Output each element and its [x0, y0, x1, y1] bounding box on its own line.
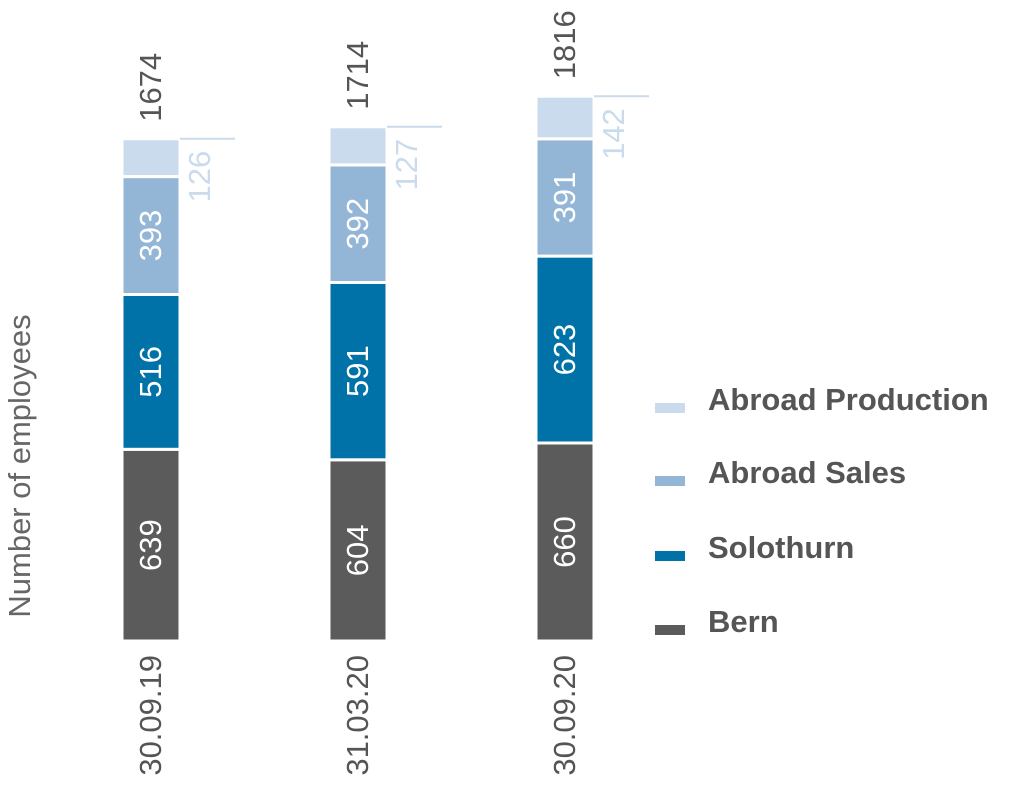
bar-segment [327, 163, 389, 284]
segment-label: 126 [182, 151, 217, 203]
bar-segment [534, 441, 596, 643]
bar-segment [534, 254, 596, 445]
total-label: 1674 [133, 53, 168, 122]
bar-segment [120, 137, 182, 179]
bar-segment [534, 94, 596, 141]
legend-label: Abroad Sales [708, 455, 906, 490]
legend-swatch [655, 476, 685, 486]
y-axis-label: Number of employees [2, 314, 37, 617]
bar-segment [534, 137, 596, 258]
legend-label: Abroad Production [708, 382, 989, 417]
segment-label: 591 [340, 345, 375, 397]
segment-label: 623 [547, 324, 582, 376]
segment-label: 127 [389, 139, 424, 191]
x-tick-label: 31.03.20 [340, 655, 375, 776]
x-tick-label: 30.09.19 [133, 655, 168, 776]
segment-label: 639 [133, 519, 168, 571]
bar-segment [327, 125, 389, 167]
segment-label: 604 [340, 525, 375, 577]
legend-swatch [655, 625, 685, 635]
bar-segment [120, 447, 182, 643]
segment-label: 392 [340, 198, 375, 250]
segment-label: 391 [547, 172, 582, 224]
legend-swatch [655, 403, 685, 413]
bar-segment [327, 281, 389, 462]
legend-label: Solothurn [708, 530, 854, 565]
legend-swatch [655, 551, 685, 561]
segment-label: 660 [547, 516, 582, 568]
legend-label: Bern [708, 604, 779, 639]
bar-segment [120, 293, 182, 451]
segment-label: 516 [133, 346, 168, 398]
total-label: 1714 [340, 41, 375, 110]
segment-label: 142 [596, 108, 631, 160]
bar-segment [327, 458, 389, 643]
total-label: 1816 [547, 10, 582, 79]
x-tick-label: 30.09.20 [547, 655, 582, 776]
segment-label: 393 [133, 210, 168, 262]
